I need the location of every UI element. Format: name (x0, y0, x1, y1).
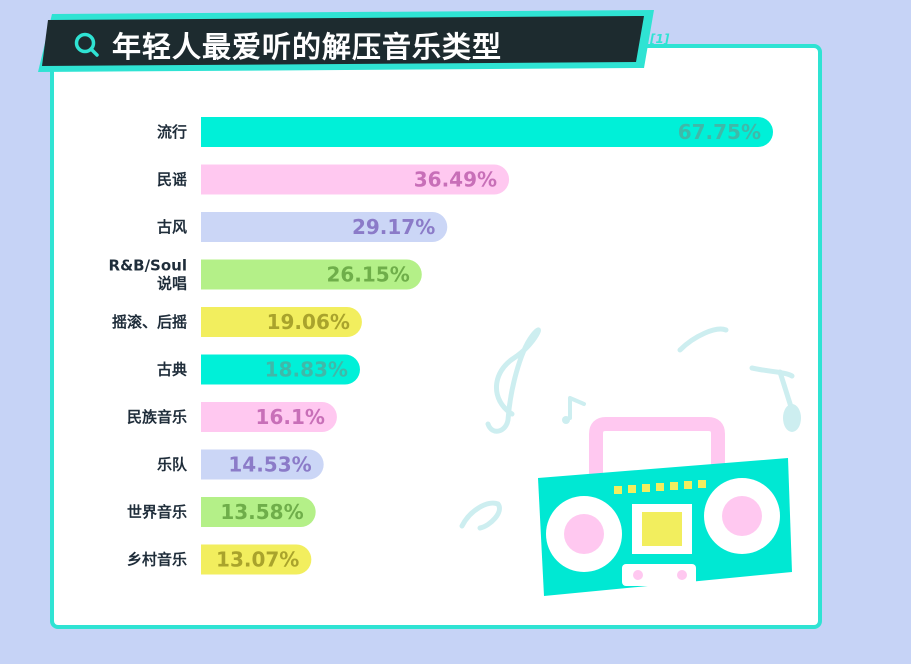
category-label: 乡村音乐 (127, 551, 187, 569)
category-label: 古典 (157, 361, 187, 379)
value-label: 16.1% (256, 405, 325, 429)
bar-start (201, 449, 216, 480)
category-label: 乐队 (157, 456, 188, 474)
bar-start (201, 307, 216, 337)
bar (201, 354, 360, 385)
value-label: 67.75% (678, 120, 761, 144)
value-label: 13.07% (216, 548, 299, 572)
bar-start (201, 402, 216, 432)
bar (201, 259, 422, 290)
value-label: 36.49% (414, 168, 497, 192)
value-label: 18.83% (265, 358, 348, 382)
search-icon (74, 32, 99, 57)
bar (201, 164, 510, 195)
bar-start (201, 544, 216, 575)
title-reference: [1] (650, 32, 670, 46)
title-banner-shape (38, 10, 654, 72)
bar (201, 402, 337, 432)
value-label: 13.58% (220, 500, 303, 524)
category-label: 摇滚、后摇 (112, 313, 187, 331)
bar (201, 117, 773, 147)
bar (201, 307, 362, 337)
value-label: 29.17% (352, 215, 435, 239)
value-label: 14.53% (228, 453, 311, 477)
bar (201, 544, 312, 575)
category-label: 民族音乐 (127, 408, 187, 426)
title-banner: 年轻人最爱听的解压音乐类型 [1] (38, 10, 669, 72)
category-label: R&B/Soul (109, 257, 187, 275)
category-label: 流行 (157, 123, 187, 141)
page-title: 年轻人最爱听的解压音乐类型 (112, 30, 503, 64)
value-label: 26.15% (326, 263, 409, 287)
bar-start (201, 164, 216, 195)
bar (201, 449, 324, 480)
bar-start (201, 212, 216, 242)
bar-start (201, 117, 216, 147)
category-label: 说唱 (157, 275, 187, 293)
value-label: 19.06% (267, 310, 350, 334)
bar-start (201, 259, 216, 290)
category-label: 古风 (157, 218, 187, 236)
bar (201, 212, 448, 242)
bar-start (201, 354, 216, 385)
bar-start (201, 497, 216, 527)
bar (201, 497, 316, 527)
category-label: 民谣 (157, 171, 187, 189)
category-label: 世界音乐 (127, 503, 187, 521)
